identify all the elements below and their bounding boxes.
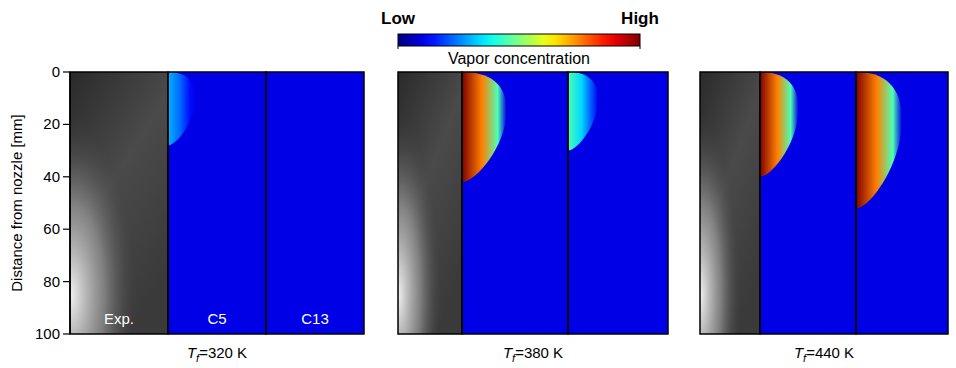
colorbar-tick	[640, 46, 641, 49]
vapor-plume	[462, 72, 507, 182]
column-label: C5	[207, 310, 226, 327]
spray-image	[70, 72, 168, 334]
y-tick-label: 0	[52, 63, 60, 80]
vapor-plume	[168, 72, 195, 145]
y-tick	[63, 229, 70, 230]
y-tick	[63, 281, 70, 282]
simulation-background	[760, 72, 856, 334]
column-frame	[462, 72, 568, 334]
panel-label: Tf=320 K	[187, 344, 247, 364]
y-tick	[63, 71, 70, 72]
y-tick-label: 100	[35, 325, 60, 342]
y-axis-title: Distance from nozzle [mm]	[8, 114, 25, 292]
y-tick	[63, 176, 70, 177]
colorbar-label: Vapor concentration	[448, 50, 590, 67]
colorbar	[398, 34, 640, 46]
panel: Exp. C5 C13 0 20 40 60 80 100 Tf=320 K	[35, 63, 364, 364]
panel: Tf=440 K	[700, 72, 948, 364]
plumes	[760, 72, 948, 334]
column-frame	[398, 72, 462, 334]
column-label: C13	[301, 310, 329, 327]
simulation-background	[568, 72, 668, 334]
panel-label: Tf=380 K	[503, 344, 563, 364]
y-tick-label: 40	[43, 168, 60, 185]
figure: Low High Vapor concentration Distance from …	[0, 0, 956, 368]
vapor-plume	[760, 72, 798, 177]
simulation-background	[462, 72, 568, 334]
spray-image	[398, 72, 462, 334]
panel: Tf=380 K	[398, 72, 668, 364]
plumes	[168, 72, 364, 334]
colorbar-tick-label: Low	[381, 9, 416, 28]
column-frame	[700, 72, 760, 334]
experiment-image	[700, 72, 760, 334]
label-value: =440 K	[806, 344, 854, 361]
plumes	[462, 72, 668, 334]
simulation-background	[856, 72, 948, 334]
label-value: =380 K	[515, 344, 563, 361]
column-frame	[266, 72, 364, 334]
colorbar-tick-label: High	[621, 9, 659, 28]
experiment-image	[398, 72, 462, 334]
vapor-plume	[856, 72, 902, 208]
spray-image	[700, 72, 760, 334]
column-frame	[568, 72, 668, 334]
y-tick-label: 20	[43, 115, 60, 132]
y-tick	[63, 333, 70, 334]
panel-label: Tf=440 K	[794, 344, 854, 364]
column-label: Exp.	[104, 310, 134, 327]
column-frame	[760, 72, 856, 334]
simulation-background	[168, 72, 266, 334]
y-tick-label: 60	[43, 220, 60, 237]
colorbar-tick	[398, 46, 399, 49]
y-tick	[63, 124, 70, 125]
column-frame	[70, 72, 168, 334]
y-tick-label: 80	[43, 273, 60, 290]
column-frame	[168, 72, 266, 334]
simulation-background	[266, 72, 364, 334]
label-value: =320 K	[199, 344, 247, 361]
column-frame	[856, 72, 948, 334]
y-axis-line	[69, 72, 71, 334]
vapor-plume	[568, 72, 598, 151]
experiment-image	[70, 72, 168, 334]
